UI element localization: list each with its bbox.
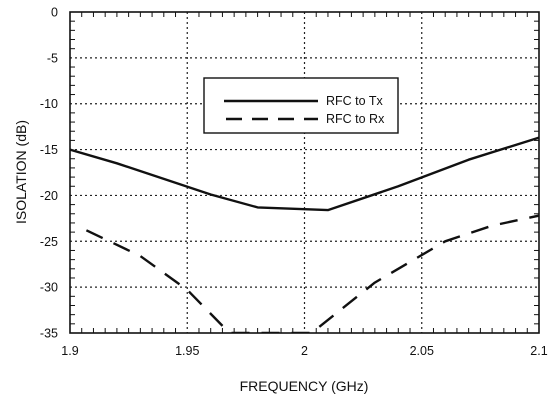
y-axis-label: ISOLATION (dB) bbox=[13, 120, 29, 224]
y-tick-label: -35 bbox=[40, 327, 58, 341]
y-tick-label: -25 bbox=[40, 235, 58, 249]
x-tick-label: 2.1 bbox=[530, 344, 547, 358]
legend: RFC to Tx RFC to Rx bbox=[203, 77, 399, 134]
series-line-rfc-to-tx bbox=[70, 136, 539, 212]
series-line-rfc-to-rx bbox=[85, 214, 539, 333]
y-tick-labels: 0 -5 -10 -15 -20 -25 -30 -35 bbox=[40, 6, 58, 341]
x-tick-label: 2 bbox=[301, 344, 308, 358]
axis-ticks bbox=[70, 12, 539, 333]
y-tick-label: -15 bbox=[40, 143, 58, 157]
y-tick-label: -10 bbox=[40, 97, 58, 111]
x-tick-label: 1.9 bbox=[61, 344, 78, 358]
y-tick-label: -20 bbox=[40, 189, 58, 203]
y-tick-label: -5 bbox=[47, 51, 58, 65]
x-tick-label: 1.95 bbox=[175, 344, 199, 358]
legend-box bbox=[203, 77, 399, 134]
x-tick-labels: 1.9 1.95 2 2.05 2.1 bbox=[61, 344, 547, 358]
y-tick-label: -30 bbox=[40, 281, 58, 295]
grid-lines bbox=[70, 12, 539, 333]
legend-label-rfc-to-tx: RFC to Tx bbox=[326, 94, 383, 108]
y-tick-label: 0 bbox=[51, 6, 58, 20]
legend-label-rfc-to-rx: RFC to Rx bbox=[326, 112, 385, 126]
plot-area-frame bbox=[69, 11, 540, 334]
x-tick-label: 2.05 bbox=[410, 344, 434, 358]
x-axis-label: FREQUENCY (GHz) bbox=[240, 378, 369, 394]
series-group bbox=[70, 136, 539, 333]
